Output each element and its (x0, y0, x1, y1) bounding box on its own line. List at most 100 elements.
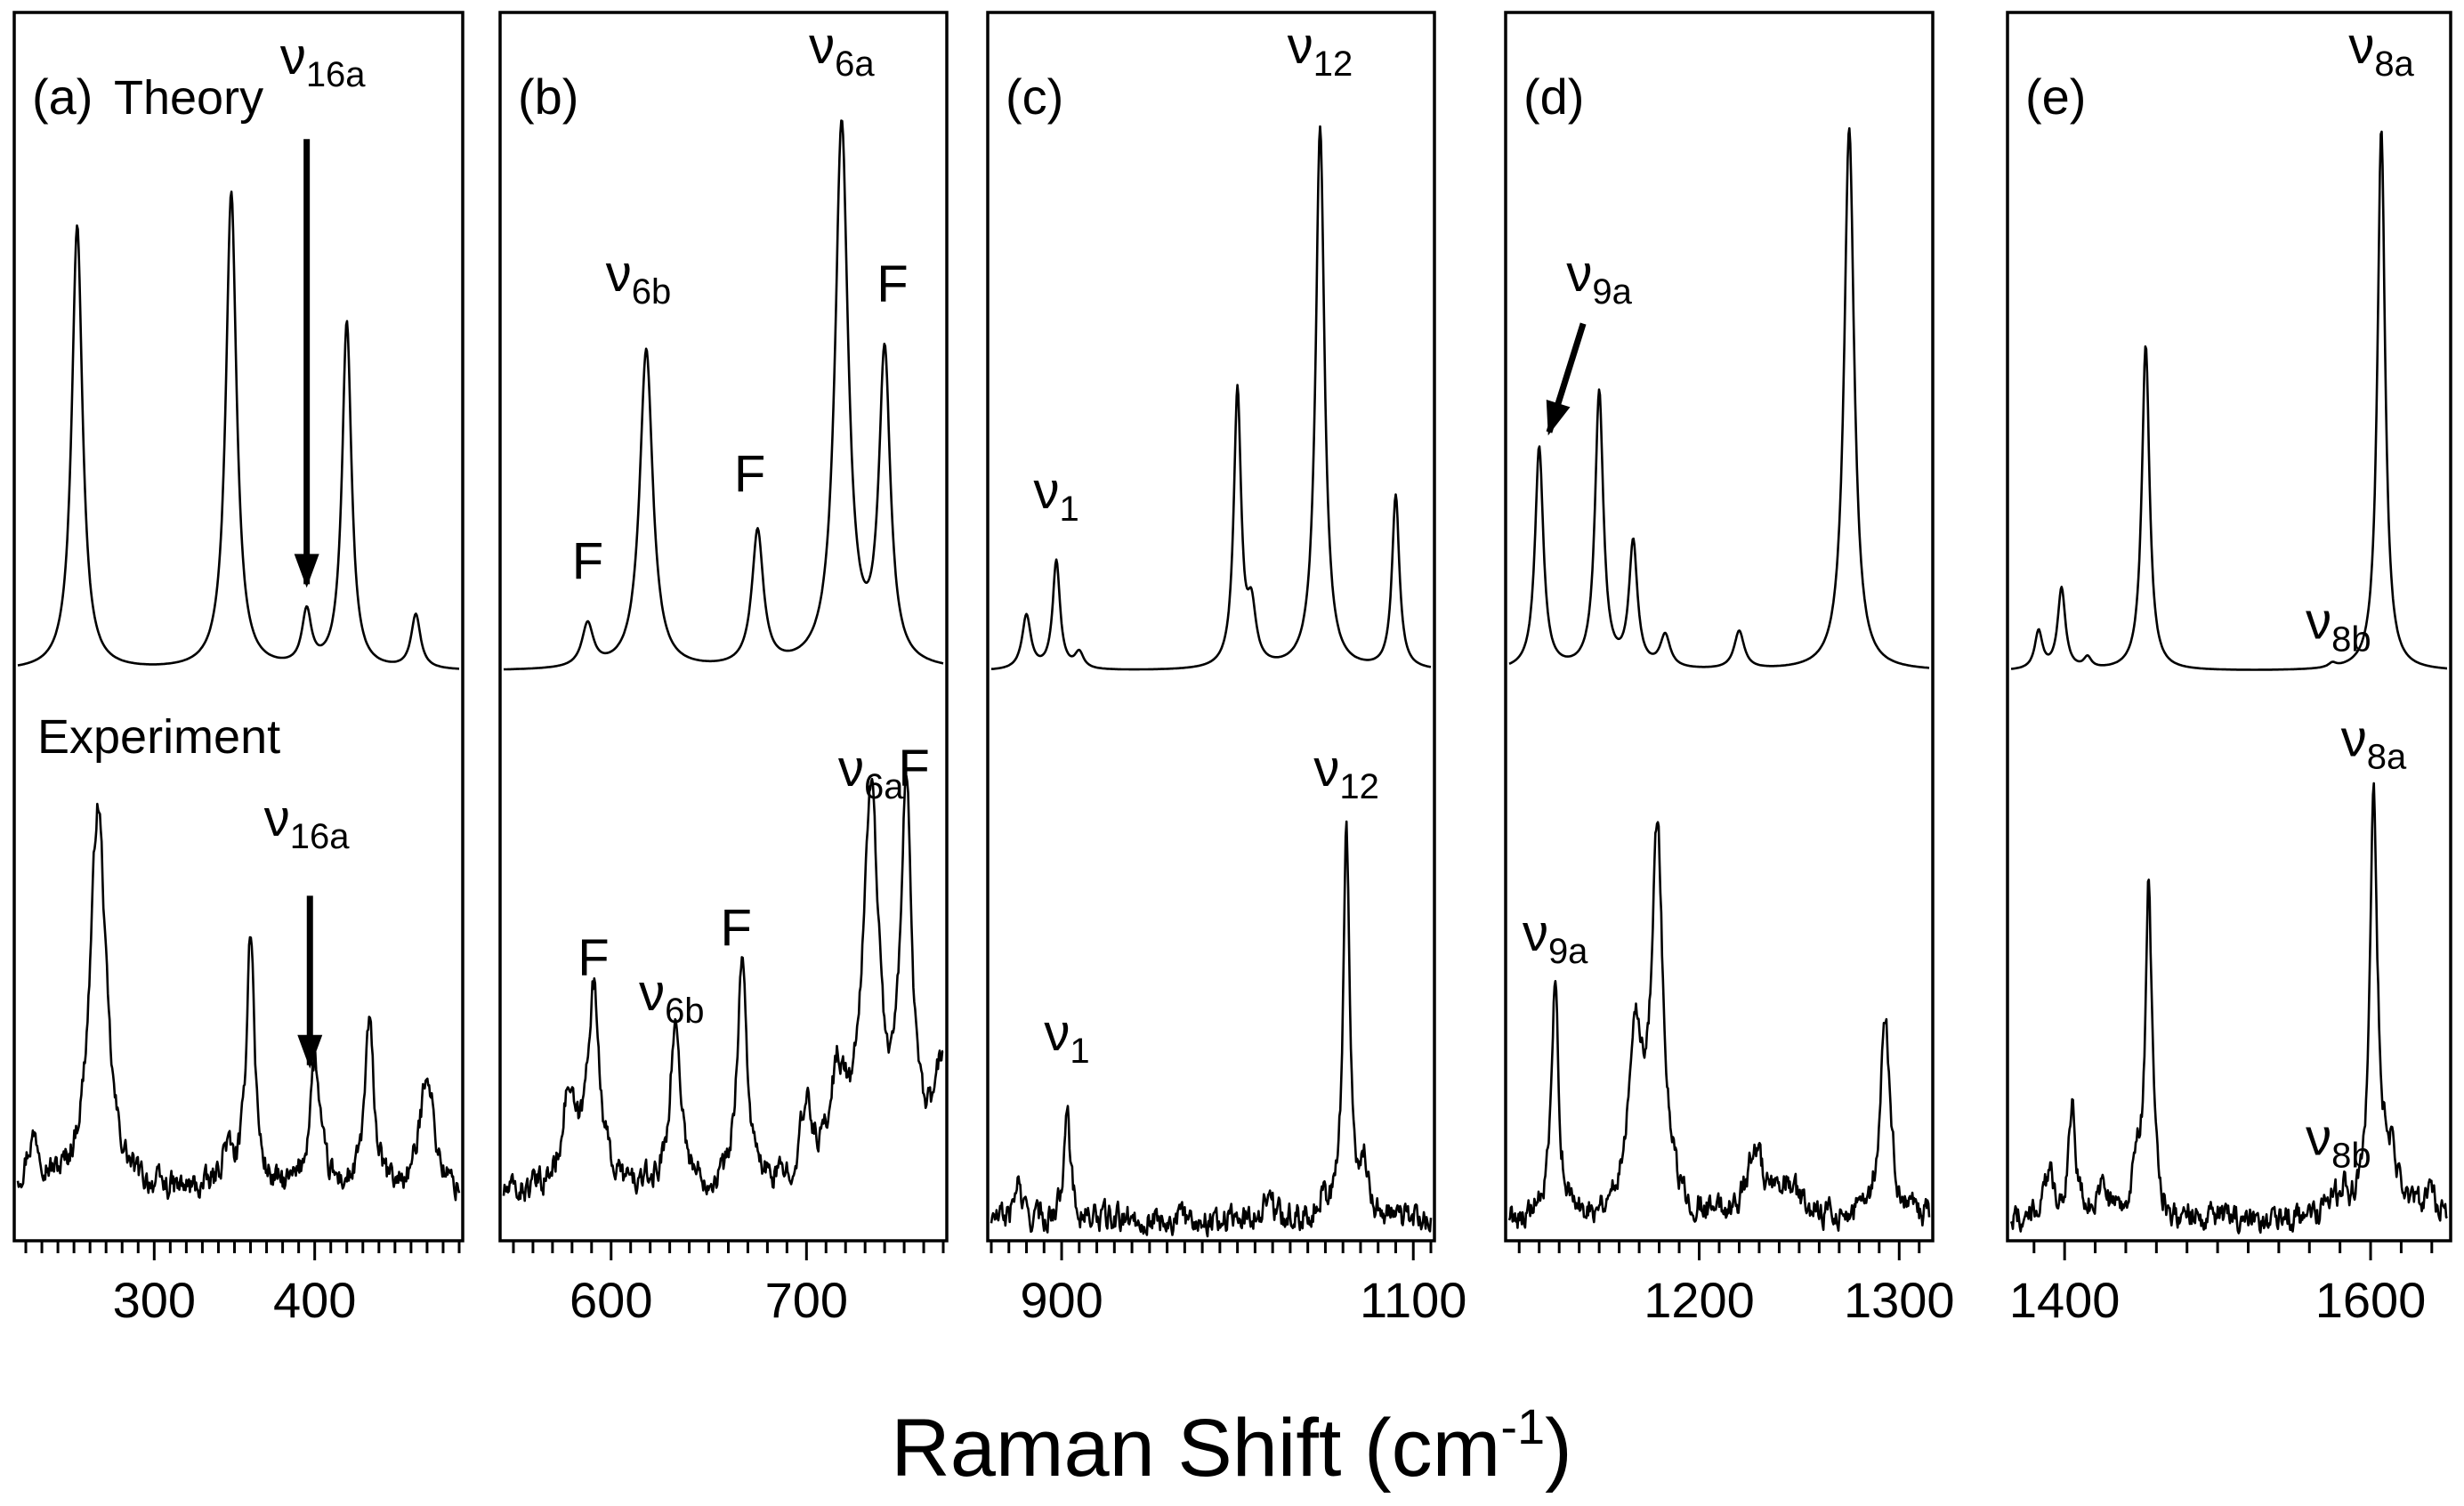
peak-label-subscript: 12 (1313, 45, 1353, 84)
peak-label-symbol: F (898, 740, 929, 798)
peak-label-e-1: ν8a (2348, 17, 2414, 84)
peak-label-b-1: ν6b (606, 245, 672, 312)
peak-label-a-1: ν16a (264, 789, 350, 856)
peak-label-a-0: ν16a (280, 28, 366, 94)
peak-label-symbol: ν (1044, 1004, 1070, 1062)
tick-label-e-1600: 1600 (2315, 1272, 2427, 1328)
peak-label-subscript: 6b (632, 272, 672, 312)
peak-label-c-3: ν12 (1313, 740, 1379, 806)
peak-label-b-8: ν6a (838, 740, 904, 806)
x-axis-title-unit-exponent: -1 (1500, 1398, 1545, 1454)
tick-label-e-1400: 1400 (2009, 1272, 2121, 1328)
peak-label-b-3: ν6a (809, 17, 875, 84)
peak-label-symbol: ν (606, 245, 632, 303)
peak-label-symbol: F (734, 446, 765, 504)
theory-spectrum-b (503, 119, 944, 671)
peak-label-symbol: F (877, 255, 908, 313)
peak-label-subscript: 8a (2367, 738, 2407, 777)
tick-label-c-900: 900 (1020, 1272, 1103, 1328)
arrow-head-a-0 (294, 554, 319, 588)
panel-frame-c (986, 11, 1436, 1243)
peak-label-e-0: ν8b (2306, 592, 2371, 659)
peak-label-symbol: ν (809, 17, 835, 75)
peak-label-subscript: 16a (290, 817, 350, 856)
series-label-theory: Theory (114, 71, 263, 125)
theory-spectrum-d (1508, 126, 1930, 669)
theory-spectrum-e (2010, 130, 2448, 671)
peak-label-symbol: ν (838, 740, 864, 798)
peak-label-b-2: F (734, 446, 765, 504)
peak-label-symbol: ν (1566, 245, 1592, 303)
peak-label-subscript: 8b (2331, 1137, 2371, 1176)
peak-label-symbol: ν (639, 964, 665, 1022)
peak-label-subscript: 6b (665, 992, 705, 1031)
peak-label-d-1: ν9a (1523, 904, 1588, 971)
tick-label-d-1300: 1300 (1844, 1272, 1955, 1328)
peak-label-symbol: F (578, 929, 609, 987)
peak-label-symbol: ν (2306, 1109, 2331, 1167)
panel-label-a: (a) (32, 69, 93, 125)
tick-label-b-700: 700 (765, 1272, 848, 1328)
peak-label-symbol: ν (1313, 740, 1339, 798)
experiment-spectrum-c (990, 820, 1433, 1238)
x-axis-title: Raman Shift (cm-1) (891, 1398, 1572, 1494)
peak-label-subscript: 8a (2374, 45, 2414, 84)
tick-label-a-300: 300 (113, 1272, 196, 1328)
peak-label-symbol: ν (1033, 462, 1059, 520)
peak-label-c-1: ν12 (1288, 17, 1353, 84)
theory-spectrum-c (990, 125, 1432, 671)
theory-spectrum-a (17, 190, 460, 670)
peak-label-b-7: F (721, 899, 752, 957)
peak-label-subscript: 1 (1070, 1032, 1089, 1071)
peak-label-b-6: ν6b (639, 964, 705, 1031)
panel-label-e: (e) (2025, 69, 2086, 125)
panel-label-d: (d) (1523, 69, 1584, 125)
peak-label-b-9: F (898, 740, 929, 798)
panel-frame-e (2006, 11, 2452, 1243)
experiment-spectrum-e (2009, 781, 2448, 1235)
peak-label-symbol: ν (2348, 17, 2374, 75)
peak-label-subscript: 9a (1548, 932, 1588, 971)
peak-label-subscript: 6a (835, 45, 875, 84)
x-axis-title-main: Raman Shift (cm (891, 1403, 1500, 1494)
peak-label-c-0: ν1 (1033, 462, 1079, 529)
tick-label-d-1200: 1200 (1644, 1272, 1755, 1328)
peak-label-symbol: ν (280, 28, 306, 85)
peak-label-subscript: 6a (864, 767, 904, 806)
arrow-head-d-0 (1546, 399, 1571, 436)
peak-label-e-3: ν8a (2341, 710, 2407, 777)
arrow-head-a-1 (297, 1034, 323, 1069)
panel-label-b: (b) (518, 69, 578, 125)
tick-label-a-400: 400 (273, 1272, 356, 1328)
series-label-experiment: Experiment (37, 710, 280, 764)
peak-label-symbol: ν (2306, 592, 2331, 650)
peak-label-symbol: F (721, 899, 752, 957)
experiment-spectrum-b (502, 773, 944, 1202)
x-axis-title-close: ) (1545, 1403, 1572, 1494)
peak-label-subscript: 9a (1592, 272, 1632, 312)
peak-label-subscript: 1 (1059, 490, 1079, 529)
tick-label-c-1100: 1100 (1360, 1272, 1466, 1328)
peak-label-b-0: F (572, 532, 603, 590)
peak-label-d-0: ν9a (1566, 245, 1632, 312)
peak-label-subscript: 12 (1339, 767, 1379, 806)
experiment-spectrum-a (16, 802, 461, 1202)
peak-label-symbol: F (572, 532, 603, 590)
experiment-spectrum-d (1507, 821, 1931, 1232)
tick-label-b-600: 600 (570, 1272, 652, 1328)
peak-label-symbol: ν (264, 789, 290, 847)
peak-label-subscript: 8b (2331, 619, 2371, 659)
peak-label-e-2: ν8b (2306, 1109, 2371, 1176)
panel-frame-b (498, 11, 949, 1243)
peak-label-b-4: F (877, 255, 908, 313)
peak-label-symbol: ν (1523, 904, 1548, 962)
panel-frame-a (12, 11, 465, 1243)
peak-label-c-2: ν1 (1044, 1004, 1089, 1071)
